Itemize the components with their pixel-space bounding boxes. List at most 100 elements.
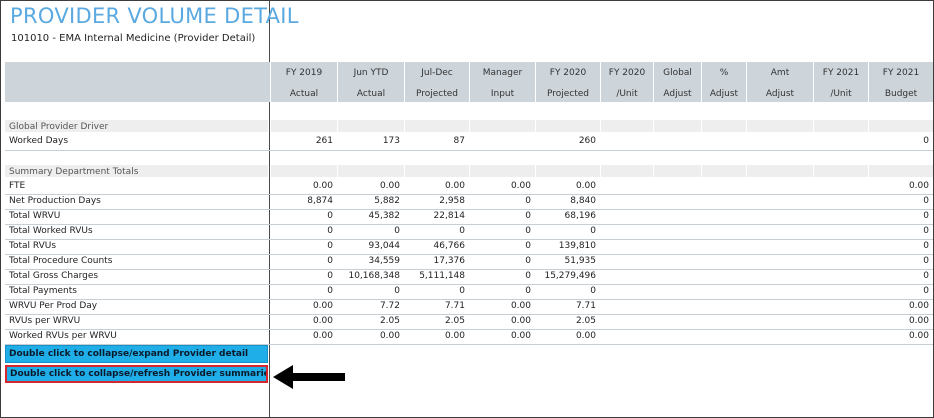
table-cell: 0.00 — [908, 316, 929, 326]
column-header-line2: Adjust — [765, 89, 795, 99]
table-cell: 2.05 — [379, 316, 400, 326]
column-header: FY 2021/Unit — [814, 62, 868, 102]
column-header-line1: Jul-Dec — [421, 68, 453, 78]
row-label: Worked Days — [9, 136, 69, 146]
section-band-cell — [869, 165, 933, 177]
column-header-line1: Jun YTD — [353, 68, 389, 78]
column-header-separator — [270, 62, 271, 102]
table-cell: 0.00 — [575, 181, 596, 191]
column-header: Jul-Dec Projected — [405, 62, 469, 102]
table-cell: 51,935 — [564, 256, 597, 266]
table-cell: 0 — [525, 196, 531, 206]
table-cell: 0 — [459, 226, 465, 236]
column-header-separator — [535, 62, 536, 102]
table-cell: 0.00 — [312, 181, 333, 191]
column-header-separator — [868, 62, 869, 102]
column-header-separator — [746, 62, 747, 102]
column-header-separator — [813, 62, 814, 102]
row-label: RVUs per WRVU — [9, 316, 81, 326]
table-cell: 173 — [382, 136, 400, 146]
table-cell: 0 — [525, 271, 531, 281]
table-cell: 0 — [525, 256, 531, 266]
row-label: Total Gross Charges — [9, 271, 99, 281]
table-cell: 5,111,148 — [419, 271, 465, 281]
column-header: FY 2020/Unit — [601, 62, 653, 102]
table-cell: 0.00 — [510, 316, 531, 326]
row-label: Total RVUs — [9, 241, 57, 251]
table-cell: 0 — [394, 286, 400, 296]
section-label: Summary Department Totals — [9, 167, 139, 177]
column-header-line2: Adjust — [663, 89, 692, 99]
table-cell: 0.00 — [379, 331, 400, 341]
section-band-label-cell — [5, 165, 268, 177]
table-row: RVUs per WRVU 0.00 2.05 2.05 0.00 2.05 0.00 — [5, 314, 933, 330]
table-cell: 0 — [459, 286, 465, 296]
row-label: Worked RVUs per WRVU — [9, 331, 117, 341]
table-cell: 0.00 — [575, 331, 596, 341]
section-band-cell — [747, 165, 813, 177]
row-label: FTE — [9, 181, 26, 191]
table-row: Total RVUs 0 93,044 46,766 0 139,810 0 — [5, 239, 933, 255]
column-header-line1: FY 2020 — [608, 68, 646, 78]
column-header: FY 2020 Projected — [536, 62, 600, 102]
table-row: Net Production Days 8,874 5,882 2,958 0 8,840… — [5, 194, 933, 210]
column-header-separator — [404, 62, 405, 102]
section-band-cell — [654, 165, 701, 177]
table-cell: 87 — [453, 136, 465, 146]
column-header-line1: % — [719, 68, 729, 78]
table-cell: 0.00 — [312, 331, 333, 341]
column-header-line1: FY 2019 — [285, 68, 323, 78]
column-header-separator — [653, 62, 654, 102]
refresh-provider-summaries-button[interactable]: Double click to collapse/refresh Provide… — [5, 365, 268, 383]
row-label: Total WRVU — [9, 211, 61, 221]
expand-provider-detail-button[interactable]: Double click to collapse/expand Provider… — [5, 345, 268, 363]
section-global-provider-driver: Global Provider Driver — [5, 120, 933, 132]
table-row: FTE 0.00 0.00 0.00 0.00 0.00 0.00 — [5, 179, 933, 195]
table-row: Total Worked RVUs 0 0 0 0 0 0 — [5, 224, 933, 240]
table-cell: 0.00 — [510, 301, 531, 311]
column-header: Jun YTD Actual — [338, 62, 404, 102]
row-label: Total Worked RVUs — [9, 226, 93, 236]
column-header-line1: Global — [663, 68, 692, 78]
table-cell: 0.00 — [908, 331, 929, 341]
column-header-line1: Amt — [770, 68, 790, 78]
section-band-cell — [338, 120, 404, 132]
table-row: WRVU Per Prod Day 0.00 7.72 7.71 0.00 7.71 0.0… — [5, 299, 933, 315]
table-cell: 0 — [525, 226, 531, 236]
table-cell: 0 — [923, 271, 929, 281]
table-cell: 7.72 — [379, 301, 400, 311]
table-cell: 68,196 — [564, 211, 597, 221]
table-cell: 10,168,348 — [348, 271, 400, 281]
table-cell: 8,840 — [570, 196, 596, 206]
table-cell: 0.00 — [908, 181, 929, 191]
section-band-cell — [536, 165, 600, 177]
table-cell: 0.00 — [379, 181, 400, 191]
table-cell: 0 — [327, 226, 333, 236]
section-band-cell — [601, 165, 653, 177]
table-row: Total WRVU 0 45,382 22,814 0 68,196 0 — [5, 209, 933, 225]
table-cell: 0 — [394, 226, 400, 236]
column-header-line2: Input — [490, 89, 515, 99]
table-cell: 0.00 — [908, 301, 929, 311]
section-band-cell — [702, 165, 746, 177]
table-cell: 0.00 — [510, 331, 531, 341]
section-band-cell — [405, 120, 469, 132]
section-band-cell — [654, 120, 701, 132]
section-band-cell — [869, 120, 933, 132]
table-cell: 15,279,496 — [544, 271, 596, 281]
table-cell: 45,382 — [368, 211, 401, 221]
column-header-line2: Projected — [546, 89, 590, 99]
column-header-separator — [337, 62, 338, 102]
column-header-line2: Budget — [884, 89, 918, 99]
table-cell: 0 — [327, 241, 333, 251]
table-cell: 0 — [327, 286, 333, 296]
section-band-cell — [702, 120, 746, 132]
table-cell: 0 — [590, 286, 596, 296]
section-band-cell — [814, 165, 868, 177]
column-header-line2: Actual — [356, 89, 386, 99]
section-band-cell — [470, 120, 535, 132]
column-header-line2: Actual — [289, 89, 319, 99]
table-cell: 0 — [525, 286, 531, 296]
table-cell: 0.00 — [510, 181, 531, 191]
